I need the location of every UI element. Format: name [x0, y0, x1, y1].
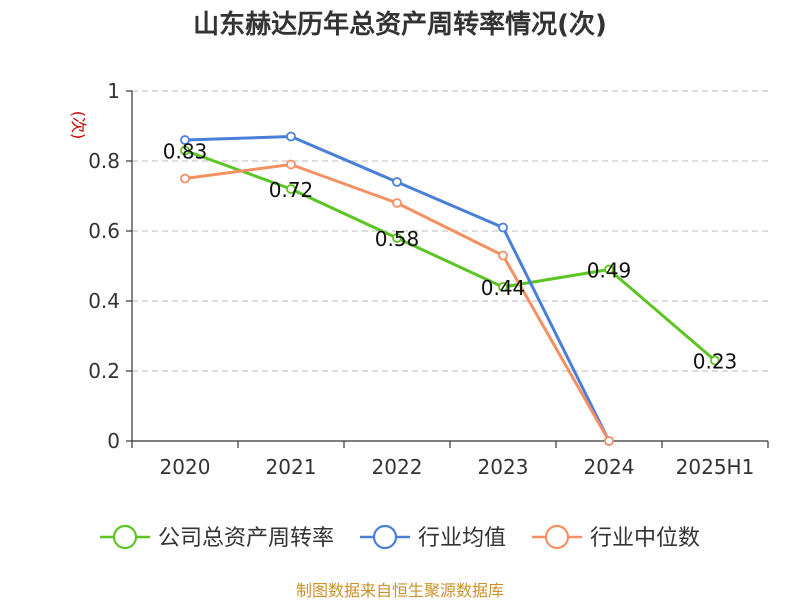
data-point [392, 233, 402, 243]
data-point [498, 222, 508, 233]
data-point [286, 184, 296, 194]
legend-label: 行业中位数 [590, 526, 700, 551]
x-tick-label: 2023 [478, 455, 529, 479]
source-note: 制图数据来自恒生聚源数据库 [296, 581, 504, 600]
data-point [286, 131, 296, 142]
data-label: 0.83 [163, 140, 208, 164]
data-point [710, 355, 720, 366]
data-labels: 0.83 0.72 0.58 0.44 0.49 0.23 [163, 140, 738, 374]
series-line [184, 149, 716, 362]
series-group [180, 131, 720, 446]
legend-marker-icon [544, 524, 570, 550]
legend-label: 行业均值 [418, 526, 506, 551]
legend-label: 公司总资产周转率 [158, 526, 334, 551]
y-tick-labels: 0 0.2 0.4 0.6 0.8 1 [88, 79, 120, 453]
data-point [286, 159, 296, 170]
data-point [392, 177, 402, 187]
legend-item[interactable]: 公司总资产周转率 [100, 524, 334, 551]
x-tick-label: 2022 [372, 455, 423, 479]
x-tick-label: 2021 [266, 455, 317, 479]
legend-item[interactable]: 行业中位数 [532, 524, 700, 551]
x-tick-label: 2025H1 [676, 455, 755, 479]
y-tick-label: 0.6 [88, 219, 120, 243]
y-tick-label: 0.4 [88, 289, 120, 313]
data-label: 0.72 [269, 178, 314, 202]
legend-marker-icon [372, 524, 398, 550]
data-point [498, 250, 508, 261]
legend[interactable]: 公司总资产周转率 行业均值 行业中位数 [100, 524, 700, 551]
legend-item[interactable]: 行业均值 [360, 524, 506, 551]
data-label: 0.23 [693, 350, 738, 374]
data-point [604, 264, 614, 275]
y-tick-label: 1 [107, 79, 120, 103]
x-tick-label: 2024 [584, 455, 635, 479]
data-point [392, 198, 402, 208]
legend-marker-icon [112, 524, 138, 550]
y-tick-label: 0.8 [88, 149, 120, 173]
data-label: 0.44 [481, 276, 526, 300]
data-label: 0.49 [587, 259, 632, 283]
y-tick-label: 0.2 [88, 359, 120, 383]
y-tick-label: 0 [107, 429, 120, 453]
x-tick-labels: 2020 2021 2022 2023 2024 2025H1 [160, 455, 755, 479]
data-point [180, 145, 190, 156]
data-point [498, 282, 508, 292]
chart-title: 山东赫达历年总资产周转率情况(次) [193, 9, 607, 40]
data-point [180, 135, 190, 145]
grid [132, 90, 768, 372]
x-tick-label: 2020 [160, 455, 211, 479]
data-point [604, 436, 614, 446]
data-point [180, 173, 190, 184]
axes [126, 90, 769, 448]
data-label: 0.58 [375, 227, 420, 251]
y-axis-unit: (次) [69, 111, 88, 140]
